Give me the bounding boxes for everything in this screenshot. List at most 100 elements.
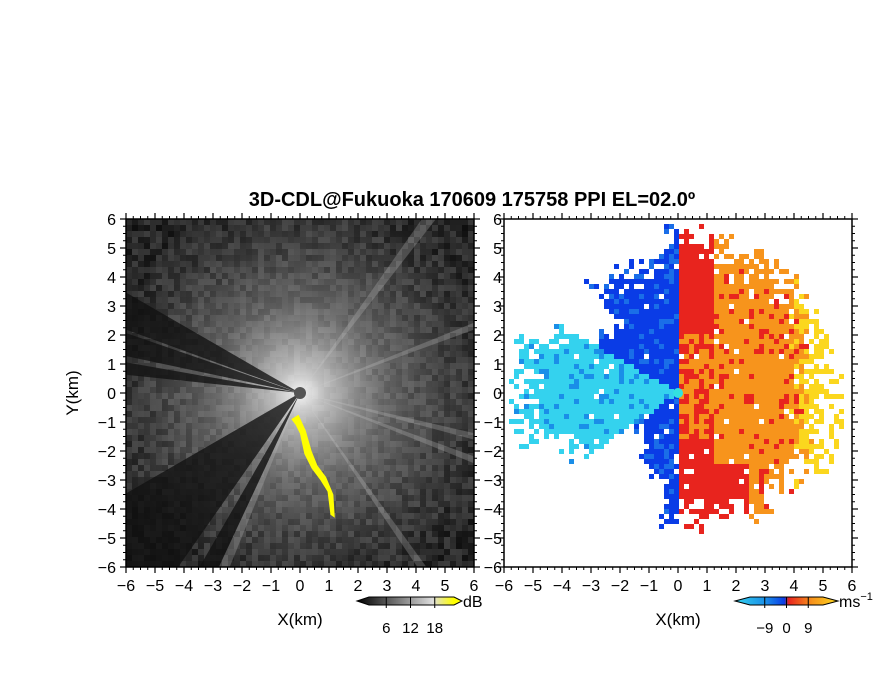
velocity-cell bbox=[769, 399, 774, 404]
velocity-cell bbox=[709, 309, 714, 314]
velocity-cell bbox=[814, 394, 819, 399]
velocity-cell bbox=[589, 364, 594, 369]
velocity-cell bbox=[514, 374, 519, 379]
velocity-cell bbox=[774, 264, 779, 269]
velocity-cell bbox=[779, 394, 784, 399]
velocity-cell bbox=[654, 399, 659, 404]
velocity-cell bbox=[724, 244, 729, 249]
velocity-cell bbox=[714, 294, 719, 299]
velocity-cell bbox=[774, 379, 779, 384]
velocity-cell bbox=[579, 374, 584, 379]
velocity-cell bbox=[674, 284, 679, 289]
velocity-cell bbox=[729, 294, 734, 299]
velocity-cell bbox=[729, 384, 734, 389]
velocity-cell bbox=[694, 309, 699, 314]
velocity-cell bbox=[669, 279, 674, 284]
velocity-cell bbox=[714, 349, 719, 354]
velocity-cell bbox=[619, 349, 624, 354]
velocity-cell bbox=[739, 364, 744, 369]
velocity-cell bbox=[554, 364, 559, 369]
velocity-cell bbox=[644, 329, 649, 334]
velocity-cell bbox=[639, 359, 644, 364]
velocity-cell bbox=[644, 284, 649, 289]
velocity-cell bbox=[539, 404, 544, 409]
velocity-cell bbox=[664, 254, 669, 259]
velocity-cell bbox=[594, 389, 599, 394]
velocity-cell bbox=[619, 374, 624, 379]
velocity-cell bbox=[674, 259, 679, 264]
velocity-cell bbox=[759, 309, 764, 314]
velocity-cell bbox=[744, 314, 749, 319]
velocity-cell bbox=[579, 369, 584, 374]
velocity-cell bbox=[664, 324, 669, 329]
velocity-cell bbox=[674, 234, 679, 239]
velocity-cell bbox=[694, 249, 699, 254]
velocity-cell bbox=[704, 264, 709, 269]
velocity-cell bbox=[719, 364, 724, 369]
velocity-cell bbox=[649, 289, 654, 294]
velocity-cell bbox=[619, 304, 624, 309]
velocity-cell bbox=[689, 244, 694, 249]
velocity-cell bbox=[759, 394, 764, 399]
velocity-cell bbox=[734, 294, 739, 299]
velocity-cell bbox=[719, 314, 724, 319]
velocity-cell bbox=[609, 294, 614, 299]
velocity-cell bbox=[769, 319, 774, 324]
velocity-cell bbox=[799, 334, 804, 339]
velocity-cell bbox=[739, 314, 744, 319]
velocity-cell bbox=[774, 399, 779, 404]
velocity-cell bbox=[624, 339, 629, 344]
velocity-cell bbox=[764, 374, 769, 379]
velocity-cell bbox=[589, 349, 594, 354]
velocity-cell bbox=[804, 314, 809, 319]
velocity-cell bbox=[724, 289, 729, 294]
velocity-cell bbox=[739, 269, 744, 274]
velocity-cell bbox=[689, 319, 694, 324]
velocity-cell bbox=[654, 304, 659, 309]
velocity-cell bbox=[739, 389, 744, 394]
velocity-cell bbox=[599, 404, 604, 409]
velocity-cell bbox=[654, 334, 659, 339]
velocity-cell bbox=[659, 299, 664, 304]
velocity-cell bbox=[694, 339, 699, 344]
y-tick-label: 3 bbox=[107, 299, 116, 316]
velocity-cell bbox=[814, 379, 819, 384]
velocity-cell bbox=[704, 274, 709, 279]
velocity-cell bbox=[664, 329, 669, 334]
velocity-cell bbox=[799, 309, 804, 314]
velocity-cell bbox=[624, 344, 629, 349]
velocity-cell bbox=[664, 289, 669, 294]
velocity-cell bbox=[639, 294, 644, 299]
velocity-cell bbox=[739, 394, 744, 399]
velocity-cell bbox=[614, 379, 619, 384]
velocity-cell bbox=[779, 304, 784, 309]
velocity-cell bbox=[609, 389, 614, 394]
velocity-cell bbox=[779, 384, 784, 389]
velocity-cell bbox=[629, 349, 634, 354]
velocity-cell bbox=[609, 384, 614, 389]
velocity-cell bbox=[669, 374, 674, 379]
velocity-cell bbox=[814, 389, 819, 394]
velocity-cell bbox=[724, 394, 729, 399]
velocity-cell bbox=[679, 314, 684, 319]
velocity-cell bbox=[689, 259, 694, 264]
velocity-cell bbox=[659, 314, 664, 319]
velocity-cell bbox=[799, 379, 804, 384]
velocity-cell bbox=[669, 339, 674, 344]
velocity-cell bbox=[599, 399, 604, 404]
velocity-cell bbox=[609, 379, 614, 384]
velocity-cell bbox=[694, 299, 699, 304]
velocity-cell bbox=[649, 329, 654, 334]
velocity-cell bbox=[784, 339, 789, 344]
velocity-cell bbox=[699, 344, 704, 349]
velocity-cell bbox=[669, 389, 674, 394]
velocity-cell bbox=[624, 394, 629, 399]
velocity-cell bbox=[729, 299, 734, 304]
velocity-cell bbox=[719, 279, 724, 284]
velocity-cell bbox=[579, 389, 584, 394]
velocity-cell bbox=[534, 349, 539, 354]
velocity-cell bbox=[574, 384, 579, 389]
velocity-cell bbox=[589, 374, 594, 379]
velocity-cell bbox=[604, 334, 609, 339]
velocity-cell bbox=[609, 359, 614, 364]
